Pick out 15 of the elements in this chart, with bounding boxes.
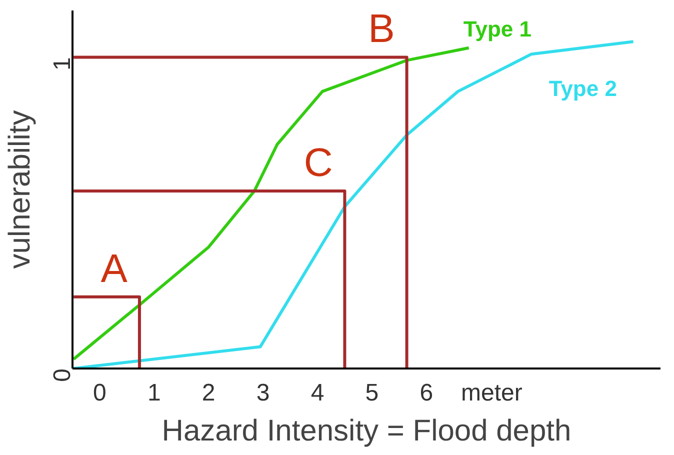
annotation: A	[100, 246, 128, 291]
y-axis-title: vulnerability	[4, 110, 36, 269]
x-tick-label: 6	[420, 380, 434, 406]
x-tick-label: 3	[256, 380, 270, 406]
x-axis-title: Hazard Intensity = Flood depth	[162, 414, 572, 448]
x-tick-label: meter	[461, 380, 522, 406]
x-tick-label: 5	[365, 380, 379, 406]
series-label: Type 2	[548, 76, 617, 101]
x-tick-label: 4	[310, 380, 324, 406]
annotation: C	[304, 141, 333, 186]
series-label: Type 1	[463, 16, 532, 42]
annotation: B	[368, 7, 395, 52]
x-tick-label: 1	[147, 380, 161, 406]
x-tick-label: 2	[202, 380, 216, 406]
x-tick-label: 0	[93, 380, 106, 406]
